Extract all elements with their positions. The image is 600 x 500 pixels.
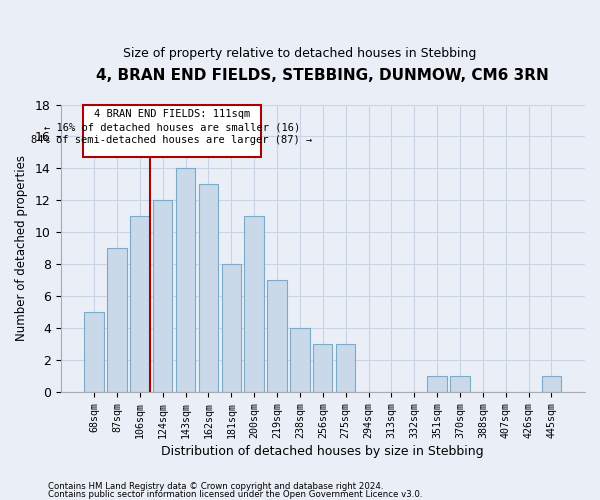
Bar xyxy=(107,248,127,392)
Bar xyxy=(427,376,447,392)
FancyBboxPatch shape xyxy=(83,104,261,157)
Bar xyxy=(268,280,287,392)
Bar xyxy=(85,312,104,392)
Bar xyxy=(336,344,355,392)
Bar xyxy=(313,344,332,392)
Bar xyxy=(199,184,218,392)
Bar xyxy=(153,200,172,392)
X-axis label: Distribution of detached houses by size in Stebbing: Distribution of detached houses by size … xyxy=(161,444,484,458)
Bar xyxy=(176,168,195,392)
Bar xyxy=(542,376,561,392)
Text: ← 16% of detached houses are smaller (16): ← 16% of detached houses are smaller (16… xyxy=(44,122,300,132)
Bar xyxy=(130,216,149,392)
Title: 4, BRAN END FIELDS, STEBBING, DUNMOW, CM6 3RN: 4, BRAN END FIELDS, STEBBING, DUNMOW, CM… xyxy=(97,68,549,82)
Bar xyxy=(450,376,470,392)
Y-axis label: Number of detached properties: Number of detached properties xyxy=(15,155,28,341)
Bar xyxy=(290,328,310,392)
Text: 4 BRAN END FIELDS: 111sqm: 4 BRAN END FIELDS: 111sqm xyxy=(94,110,250,120)
Text: Contains public sector information licensed under the Open Government Licence v3: Contains public sector information licen… xyxy=(48,490,422,499)
Text: Size of property relative to detached houses in Stebbing: Size of property relative to detached ho… xyxy=(124,48,476,60)
Bar xyxy=(221,264,241,392)
Text: 84% of semi-detached houses are larger (87) →: 84% of semi-detached houses are larger (… xyxy=(31,135,313,145)
Text: Contains HM Land Registry data © Crown copyright and database right 2024.: Contains HM Land Registry data © Crown c… xyxy=(48,482,383,491)
Bar xyxy=(244,216,264,392)
